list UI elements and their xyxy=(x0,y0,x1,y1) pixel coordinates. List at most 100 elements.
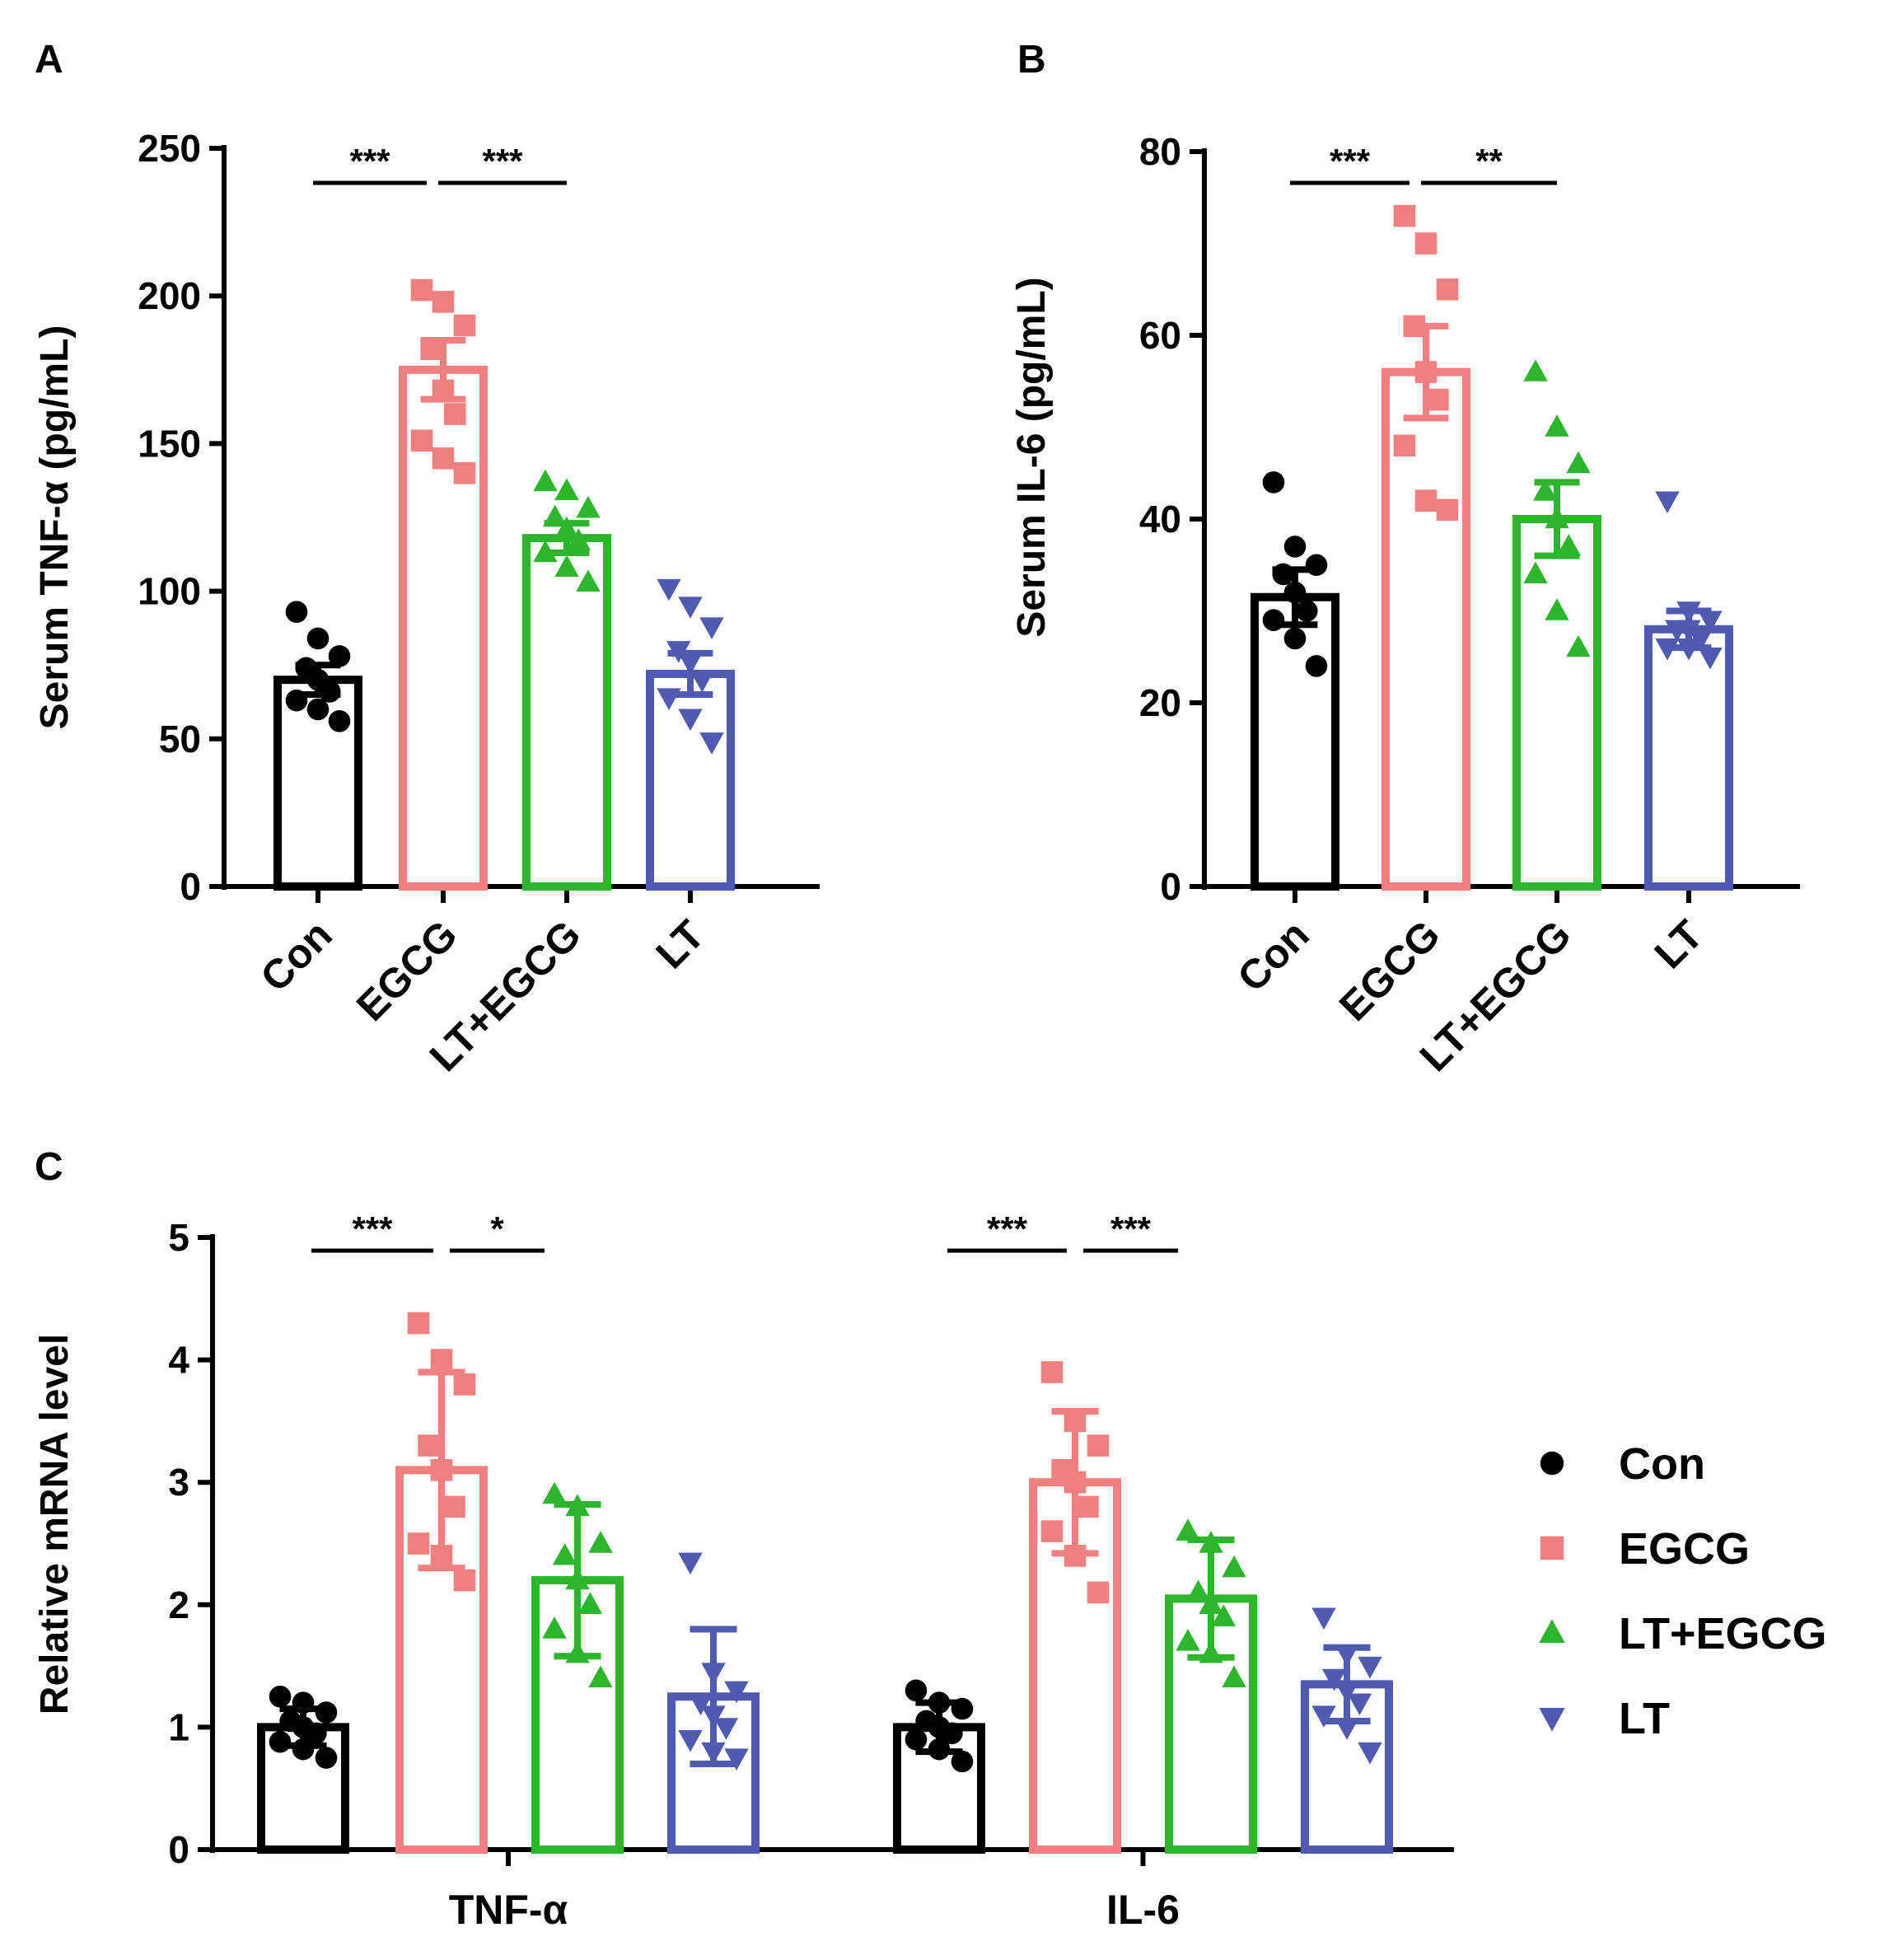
panel-a-con-point xyxy=(328,645,351,667)
panel-a-lt-point xyxy=(657,688,681,711)
panel-c-lt-point xyxy=(701,1705,726,1728)
panel-a-con-point xyxy=(328,709,351,732)
panel-c-egcg-point xyxy=(1087,1434,1110,1457)
panel-c-lt-point xyxy=(1335,1718,1359,1740)
panel-a-lt-egcg-point xyxy=(576,569,601,592)
panel-c-con-point xyxy=(905,1728,928,1751)
panel-c-significance-label: *** xyxy=(1110,1209,1152,1248)
panel-c-lt-egcg-point xyxy=(565,1640,590,1663)
panel-c-lt-egcg-point xyxy=(577,1592,603,1614)
panel-a-egcg-point xyxy=(410,429,433,452)
panel-a-egcg-point xyxy=(444,403,466,425)
legend-marker xyxy=(1539,1619,1565,1643)
panel-c-lt-egcg-point xyxy=(565,1567,590,1590)
panel-c-egcg-point xyxy=(407,1532,430,1555)
panel-b-egcg-point xyxy=(1414,232,1438,255)
panel-c-lt-point xyxy=(701,1663,726,1685)
panel-a-egcg-point xyxy=(432,447,455,470)
panel-b-con-point xyxy=(1262,471,1285,494)
panel-c-lt-egcg-point xyxy=(1199,1592,1223,1614)
panel-c-significance-label: *** xyxy=(352,1209,393,1248)
panel-b-x-label: EGCG xyxy=(1330,911,1449,1030)
panel-b-egcg-point xyxy=(1436,498,1459,522)
panel-b-lt-egcg-point xyxy=(1545,598,1569,620)
panel-a-lt-point xyxy=(678,596,703,619)
panel-c-lt-egcg-point xyxy=(552,1542,577,1565)
panel-b-lt-point xyxy=(1698,610,1723,634)
legend-label: LT+EGCG xyxy=(1619,1609,1827,1658)
panel-b-lt-bar xyxy=(1644,624,1733,891)
panel-c-lt-point xyxy=(688,1693,713,1716)
panel-a-lt-point xyxy=(699,732,724,755)
panel-a-egcg-point xyxy=(432,379,455,402)
panel-a-lt-egcg-point xyxy=(533,469,558,492)
panel-c-significance-label: *** xyxy=(987,1209,1028,1248)
panel-a-y-tick-label: 200 xyxy=(138,274,201,317)
panel-c-egcg-point xyxy=(407,1312,430,1335)
panel-c-con-point xyxy=(292,1738,315,1761)
panel-c-egcg-point xyxy=(430,1349,453,1371)
panel-c-y-tick-label: 4 xyxy=(168,1339,189,1382)
panel-a-significance-label: *** xyxy=(349,142,390,180)
panel-c-lt-egcg-point xyxy=(565,1494,590,1517)
panel-c-lt-point xyxy=(678,1552,703,1575)
panel-b-lt-point xyxy=(1688,629,1713,652)
panel-c-y-tick-label: 5 xyxy=(168,1216,189,1259)
panel-a-egcg-point xyxy=(432,291,455,313)
panel-a-con-point xyxy=(319,681,341,703)
panel-b-y-tick-label: 60 xyxy=(1139,314,1181,357)
panel-c-lt-point xyxy=(678,1730,703,1752)
panel-c-con-point xyxy=(928,1738,951,1761)
panel-a-ylabel: Serum TNF-α (pg/mL) xyxy=(33,325,77,730)
panel-a-y-tick-label: 50 xyxy=(159,718,201,760)
panel-a-lt-egcg-point xyxy=(543,504,568,527)
panel-c-lt-egcg-point xyxy=(1199,1640,1223,1663)
panel-c-y-tick-label: 3 xyxy=(168,1461,189,1504)
panel-b-lt-egcg-point xyxy=(1545,414,1569,437)
panel-c-egcg-point xyxy=(430,1545,453,1567)
legend-label: EGCG xyxy=(1619,1524,1750,1574)
panel-c-lt-egcg-point xyxy=(1185,1579,1211,1602)
panel-c-lt-point xyxy=(1358,1742,1382,1765)
panel-c-egcg-point xyxy=(1040,1361,1064,1383)
panel-a-lt-point xyxy=(678,709,703,732)
panel-c-egcg-point xyxy=(1064,1545,1087,1567)
panel-b-letter: B xyxy=(1017,38,1046,82)
panel-b-lt-egcg-point xyxy=(1533,479,1558,501)
panel-c-lt-egcg-point xyxy=(542,1481,567,1504)
panel-c-egcg-point xyxy=(1064,1471,1087,1494)
panel-b-y-tick-label: 80 xyxy=(1139,130,1181,173)
legend-marker xyxy=(1539,1708,1565,1732)
panel-c-lt-point xyxy=(1321,1668,1347,1691)
panel-b-x-label: Con xyxy=(1228,911,1317,1000)
panel-c-lt-point xyxy=(724,1748,749,1771)
panel-a-lt-bar xyxy=(646,669,735,891)
panel-c-egcg-point xyxy=(418,1434,440,1457)
panel-a: A Serum TNF-α (pg/mL) 0 50 100 150 200 250 Con… xyxy=(33,38,820,1080)
panel-a-lt-egcg-point xyxy=(533,540,558,563)
panel-b-lt-egcg-point xyxy=(1566,634,1591,657)
panel-a-lt-point xyxy=(657,578,681,601)
panel-c-x-label: IL-6 xyxy=(1106,1887,1180,1933)
panel-c-egcg-point xyxy=(453,1569,476,1592)
panel-c-lt-point xyxy=(1335,1681,1359,1704)
panel-b-lt-egcg-point xyxy=(1545,506,1569,529)
legend-marker xyxy=(1540,1536,1564,1560)
panel-b-lt-egcg-point xyxy=(1566,451,1591,474)
panel-c-lt-point xyxy=(1335,1644,1359,1667)
panel-c-y-tick-label: 2 xyxy=(168,1583,189,1626)
panel-c-lt-egcg-point xyxy=(1176,1518,1200,1541)
panel-c-x-label: TNF-α xyxy=(449,1887,568,1933)
panel-a-con-point xyxy=(285,601,308,623)
panel-b-egcg-point xyxy=(1403,315,1425,338)
panel-b-egcg-point xyxy=(1436,278,1459,301)
panel-a-con-point xyxy=(285,689,308,712)
panel-b-con-point xyxy=(1283,581,1307,604)
legend-label: LT xyxy=(1619,1694,1670,1743)
panel-c-con-point xyxy=(951,1697,974,1720)
panel-c-lt-point xyxy=(1311,1705,1336,1728)
panel-a-egcg-point xyxy=(420,338,442,361)
panel-b-significance-label: *** xyxy=(1330,142,1371,180)
panel-a-y-tick-label: 100 xyxy=(138,570,201,613)
